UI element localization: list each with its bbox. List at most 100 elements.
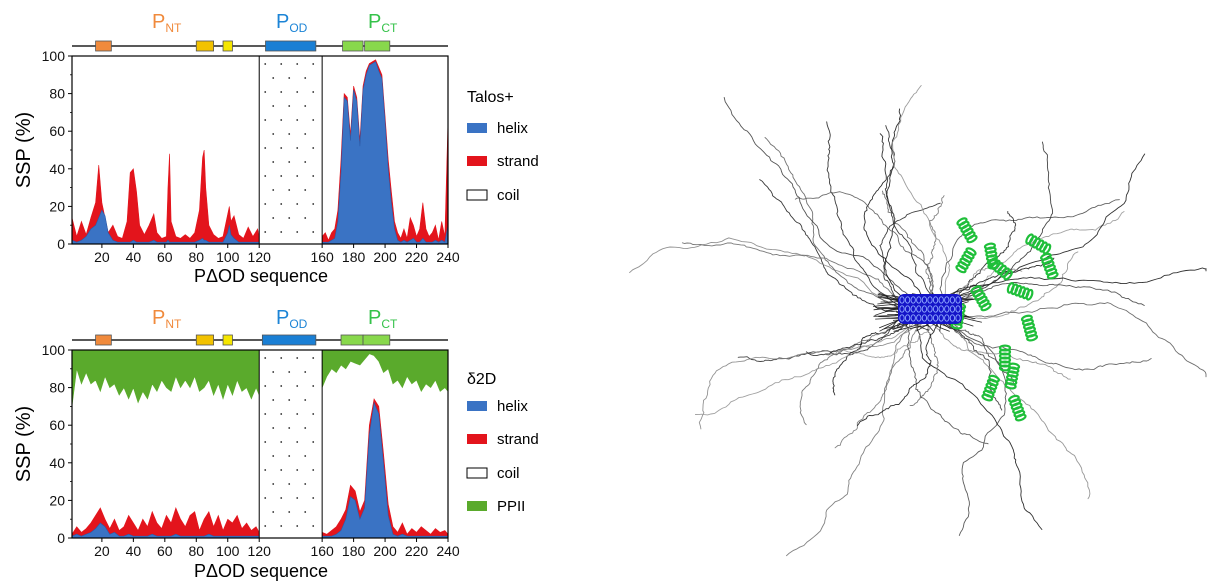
x-tick-label: 240 xyxy=(436,543,460,559)
od-helix-turn xyxy=(904,305,911,313)
x-tick-label: 40 xyxy=(126,249,142,265)
x-tick-label: 120 xyxy=(248,249,272,265)
x-tick-label: 60 xyxy=(157,543,173,559)
ct-helix xyxy=(1040,252,1059,280)
gap-region xyxy=(258,55,323,245)
y-tick-label: 60 xyxy=(49,123,65,139)
disordered-chain xyxy=(905,311,989,445)
domain-box-5 xyxy=(362,334,391,346)
od-helix-bundle xyxy=(898,294,962,324)
od-helix-turn xyxy=(916,305,922,313)
od-helix-turn xyxy=(955,296,961,304)
legend-swatch-helix xyxy=(467,123,487,133)
y-tick-label: 20 xyxy=(49,492,65,508)
od-helix-turn xyxy=(910,305,916,313)
disordered-chain xyxy=(915,153,1146,319)
ssp-panel-talos: PNT POD PCT 0 20 40 60 80 100 20 40 60 80 100 120 16… xyxy=(13,11,539,286)
y-tick-label: 100 xyxy=(42,48,66,64)
series-ppii-area-1 xyxy=(321,350,448,393)
x-tick-label: 80 xyxy=(188,249,204,265)
od-helix-turn xyxy=(944,305,950,313)
od-helix-turn xyxy=(899,296,905,304)
domain-box-3 xyxy=(261,334,317,346)
ssp-panel-d2d: PNT POD PCT 0 20 40 60 80 100 20 40 60 80 100 120 16… xyxy=(13,307,539,581)
y-tick-label: 60 xyxy=(49,417,65,433)
legend-swatch-helix xyxy=(467,401,487,411)
legend-swatch-coil xyxy=(466,467,488,479)
legend-label-coil: coil xyxy=(497,187,520,204)
legend-label-strand: strand xyxy=(497,431,539,448)
od-helix-turn xyxy=(949,314,956,322)
od-helix-turn xyxy=(932,314,939,322)
od-helix-turn xyxy=(938,305,944,313)
ssp-plot: 0 20 40 60 80 100 20 40 60 80 100 120 160 180 200 220 24… xyxy=(42,48,460,265)
y-tick-label: 40 xyxy=(49,161,65,177)
x-axis-label: PΔOD sequence xyxy=(194,266,328,286)
ct-helix xyxy=(988,257,1013,281)
od-helix-turn xyxy=(932,296,939,304)
ct-helix xyxy=(956,217,978,244)
ct-helix xyxy=(1004,362,1021,390)
domain-label-pnt: PNT xyxy=(152,307,182,331)
domain-box-0 xyxy=(95,40,112,52)
legend-swatch-strand xyxy=(467,156,487,166)
disordered-chain xyxy=(882,190,933,314)
legend-title: Talos+ xyxy=(467,89,514,106)
legend-label-strand: strand xyxy=(497,153,539,170)
series-strand-area-0 xyxy=(72,507,260,538)
domain-box-3 xyxy=(265,40,317,52)
x-tick-label: 100 xyxy=(216,543,240,559)
x-tick-label: 40 xyxy=(126,543,142,559)
x-tick-label: 180 xyxy=(342,543,366,559)
legend-label-coil: coil xyxy=(497,465,520,482)
od-helix-turn xyxy=(932,305,939,313)
od-helix-turn xyxy=(910,314,916,322)
ct-helix xyxy=(955,247,977,274)
x-tick-label: 220 xyxy=(405,543,429,559)
od-helix-turn xyxy=(938,296,944,304)
disordered-chain xyxy=(925,195,945,307)
core-chain xyxy=(909,325,930,330)
disordered-chain xyxy=(794,191,934,307)
series-areas xyxy=(72,350,448,538)
od-helix-turn xyxy=(955,314,961,322)
disordered-chain xyxy=(933,317,1152,371)
disordered-chain xyxy=(916,267,1207,310)
od-helix-turn xyxy=(899,305,905,313)
y-tick-label: 0 xyxy=(57,236,65,252)
disordered-chain xyxy=(681,242,926,311)
domain-box-5 xyxy=(364,40,391,52)
disordered-chain xyxy=(629,237,939,316)
x-tick-label: 200 xyxy=(373,249,397,265)
disordered-chain xyxy=(826,121,912,306)
disordered-chain xyxy=(857,314,943,426)
od-helix-turn xyxy=(955,305,961,313)
disordered-chain xyxy=(834,304,929,449)
od-helix-turn xyxy=(916,314,922,322)
x-tick-label: 80 xyxy=(188,543,204,559)
series-helix-area-0 xyxy=(72,522,260,538)
x-tick-label: 180 xyxy=(342,249,366,265)
y-tick-label: 80 xyxy=(49,86,65,102)
disordered-chain xyxy=(698,314,934,430)
od-helix-turn xyxy=(927,296,933,304)
domain-labels: PNT POD PCT xyxy=(152,307,398,331)
domain-label-pod: POD xyxy=(276,11,308,35)
od-helix-turn xyxy=(921,296,928,304)
disordered-chain xyxy=(939,199,1120,315)
ct-helix xyxy=(1006,282,1034,301)
domain-bar xyxy=(72,334,448,346)
legend-label-helix: helix xyxy=(497,120,528,137)
ct-helix xyxy=(1025,233,1052,255)
disordered-chain xyxy=(925,306,1071,380)
disordered-chain xyxy=(910,309,1007,536)
domain-box-1 xyxy=(195,40,214,52)
y-tick-label: 80 xyxy=(49,380,65,396)
y-axis-label: SSP (%) xyxy=(13,406,35,482)
od-bundle-body xyxy=(898,294,962,324)
x-axis-label: PΔOD sequence xyxy=(194,561,328,581)
disordered-chain xyxy=(723,97,926,308)
disordered-chain xyxy=(884,125,942,312)
domain-label-pct: PCT xyxy=(368,307,398,331)
